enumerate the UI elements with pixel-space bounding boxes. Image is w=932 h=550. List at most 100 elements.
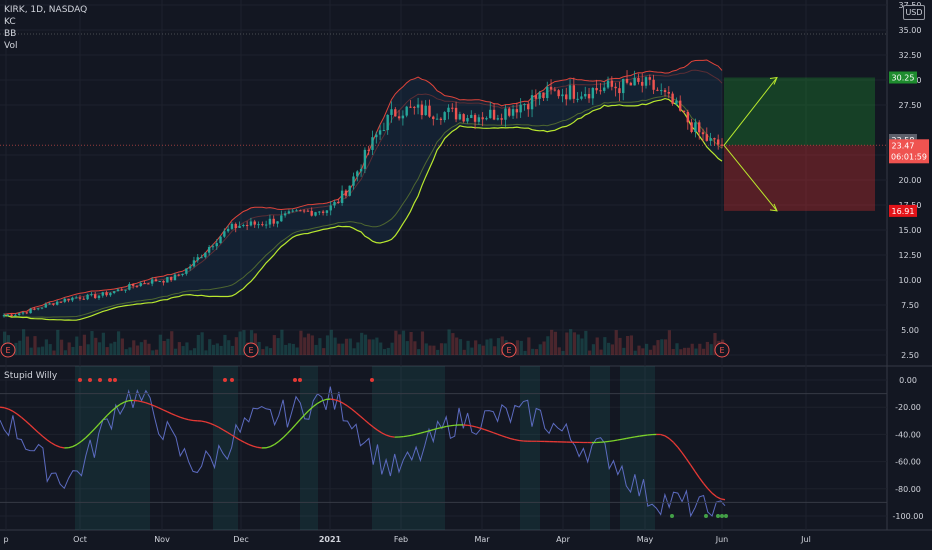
osc-slow-segment	[634, 435, 640, 438]
osc-signal-dot	[704, 514, 708, 518]
volume-bar	[382, 349, 387, 355]
volume-bar	[261, 349, 265, 355]
candle-body	[576, 98, 579, 100]
osc-slow-segment	[711, 492, 717, 498]
osc-tick-label: -60.00	[895, 458, 921, 467]
volume-bar	[705, 341, 710, 355]
candle-body	[660, 90, 663, 92]
osc-slow-segment	[304, 410, 310, 416]
osc-slow-segment	[124, 400, 129, 403]
osc-slow-segment	[269, 443, 275, 448]
volume-bar	[143, 339, 147, 355]
candle-body	[451, 107, 454, 109]
y-tick-label: 2.50	[901, 351, 919, 360]
volume-bar	[356, 342, 360, 355]
osc-slow-segment	[364, 419, 370, 425]
volume-bar	[18, 340, 22, 355]
candle-body	[223, 231, 226, 237]
candle-body	[705, 134, 709, 141]
candle-body	[397, 116, 401, 119]
volume-bar	[538, 344, 542, 355]
volume-bar	[192, 348, 197, 355]
legend-bb[interactable]: BB	[4, 29, 17, 39]
volume-bar	[177, 342, 181, 355]
candle-body	[675, 100, 678, 104]
osc-slow-segment	[698, 477, 705, 484]
candle-body	[378, 130, 382, 135]
currency-badge[interactable]: USD	[903, 5, 925, 20]
candle-body	[606, 80, 610, 88]
osc-slow-segment	[467, 424, 472, 427]
osc-tick-label: -80.00	[895, 485, 921, 494]
y-tick-label: 12.50	[899, 251, 922, 260]
symbol-line[interactable]: KIRK, 1D, NASDAQ	[4, 5, 88, 15]
osc-signal-dot	[670, 514, 674, 518]
candle-body	[701, 132, 705, 135]
candle-body	[458, 114, 462, 120]
volume-bar	[101, 332, 105, 355]
candle-body	[492, 109, 496, 120]
candle-body	[257, 224, 260, 226]
osc-slow-segment	[643, 434, 648, 437]
volume-bar	[455, 337, 459, 355]
candle-body	[663, 90, 667, 93]
candle-body	[557, 90, 560, 97]
candle-body	[698, 122, 701, 133]
candle-body	[93, 294, 97, 298]
x-tick-label: Feb	[394, 535, 408, 544]
volume-bar	[147, 343, 151, 355]
candle-body	[454, 107, 458, 120]
osc-slow-segment	[685, 458, 692, 466]
legend-kc[interactable]: KC	[4, 17, 16, 27]
kc-inner-lower	[3, 95, 723, 318]
candle-body	[211, 246, 215, 248]
candle-body	[625, 78, 629, 83]
volume-bar	[709, 344, 713, 355]
volume-bar	[664, 339, 668, 355]
candle-body	[188, 266, 192, 269]
candle-body	[530, 95, 534, 110]
volume-bar	[413, 341, 417, 355]
volume-bar	[139, 342, 143, 355]
osc-slow-segment	[171, 413, 177, 417]
volume-bar	[154, 349, 159, 355]
candle-body	[656, 89, 659, 91]
osc-slow-segment	[265, 445, 271, 449]
osc-slow-segment	[514, 439, 520, 442]
osc-slow-segment	[720, 498, 726, 501]
osc-highlight-zone	[213, 366, 238, 530]
candle-body	[299, 210, 302, 212]
osc-slow-segment	[21, 416, 27, 422]
osc-overbought-dot	[113, 378, 117, 382]
candle-body	[192, 260, 196, 267]
candle-body	[105, 292, 108, 296]
osc-highlight-zone	[590, 366, 610, 530]
candle-body	[318, 211, 321, 213]
osc-slow-segment	[239, 439, 245, 444]
candle-body	[86, 294, 89, 300]
osc-slow-segment	[218, 426, 224, 431]
volume-bar	[78, 345, 83, 355]
osc-slow-segment	[403, 435, 408, 438]
osc-slow-segment	[694, 471, 700, 478]
osc-slow-segment	[33, 428, 40, 434]
bb-fill	[4, 60, 722, 321]
oscillator-title[interactable]: Stupid Willy	[4, 371, 58, 381]
osc-highlight-zone	[372, 366, 445, 530]
candle-body	[447, 107, 450, 113]
chart-legend: KIRK, 1D, NASDAQ KC BB Vol	[4, 4, 87, 52]
legend-vol[interactable]: Vol	[4, 41, 18, 51]
take-profit-label-bg	[889, 71, 917, 84]
y-tick-label: 10.00	[899, 276, 922, 285]
volume-bar	[113, 341, 117, 355]
earnings-label: E	[248, 346, 253, 355]
candle-body	[546, 86, 549, 99]
volume-bar	[287, 343, 292, 355]
osc-slow-segment	[137, 400, 142, 403]
volume-bar	[211, 344, 216, 355]
candle-body	[481, 117, 484, 120]
candle-body	[565, 94, 568, 100]
osc-slow-segment	[510, 437, 515, 441]
candle-body	[333, 201, 336, 206]
